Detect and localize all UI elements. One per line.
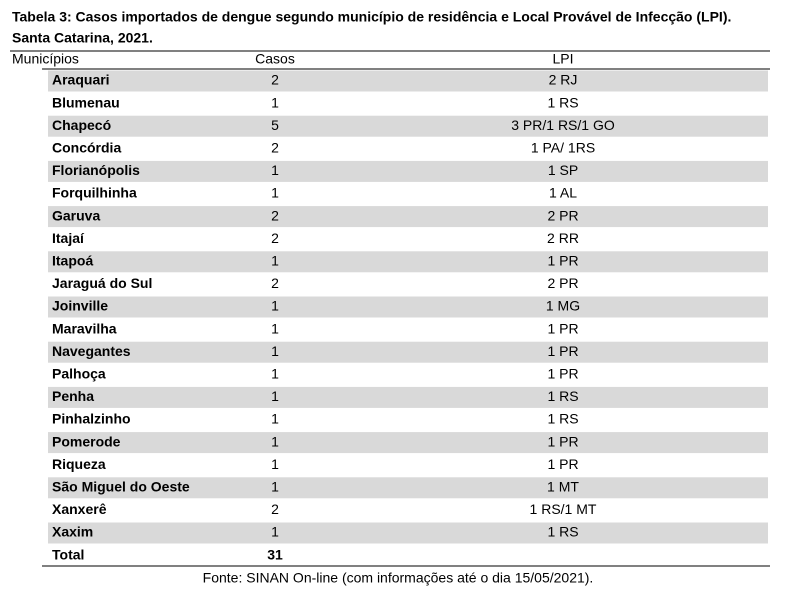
lpi: 1 RS [547,94,578,110]
lpi: 1 AL [549,185,577,201]
lpi: 3 PR/1 RS/1 GO [511,117,615,133]
table-body: Araquari 2 2 RJ Blumenau 1 1 RS Chapecó 5 3 PR/1… [48,70,768,562]
row-shade [48,115,768,137]
casos: 2 [271,72,279,88]
lpi: 1 PR [547,456,578,472]
municipio: Xaxim [52,524,93,540]
municipio: Navegantes [52,343,131,359]
lpi: 1 PA/ 1RS [531,140,595,156]
casos: 2 [271,140,279,156]
lpi: 1 SP [548,162,578,178]
lpi: 1 PR [547,366,578,382]
lpi: 1 PR [547,343,578,359]
lpi: 1 MT [547,479,579,495]
row-shade [48,522,768,544]
casos: 1 [271,366,279,382]
row-shade [48,386,768,408]
casos: 1 [271,162,279,178]
municipio: Penha [52,388,94,404]
casos: 1 [271,253,279,269]
lpi: 1 RS [547,524,578,540]
municipio: Pomerode [52,433,121,449]
column-header: Municípios [12,51,79,67]
municipio: Joinville [52,298,108,314]
casos: 1 [271,411,279,427]
municipio: Riqueza [52,456,106,472]
casos: 5 [271,117,279,133]
casos: 1 [271,343,279,359]
municipio: Itajaí [52,230,85,246]
casos: 1 [271,388,279,404]
municipio: São Miguel do Oeste [52,479,190,495]
casos: 1 [271,456,279,472]
total-label: Total [52,546,84,562]
lpi: 1 PR [547,320,578,336]
municipio: Xanxerê [52,501,107,517]
column-header: LPI [552,51,573,67]
municipio: Maravilha [52,320,117,336]
row-shade [48,70,768,92]
row-shade [48,341,768,363]
casos: 1 [271,479,279,495]
municipio: Florianópolis [52,162,140,178]
row-shade [48,160,768,182]
row-shade [48,296,768,318]
casos: 2 [271,275,279,291]
row-shade [48,206,768,228]
lpi: 2 RJ [549,72,578,88]
casos: 1 [271,185,279,201]
casos: 2 [271,501,279,517]
lpi: 2 PR [547,275,578,291]
lpi: 1 PR [547,253,578,269]
lpi: 2 RR [547,230,579,246]
casos: 1 [271,433,279,449]
title: Santa Catarina, 2021. [12,30,153,46]
municipio: Garuva [52,207,100,223]
row-shade [48,251,768,273]
municipio: Chapecó [52,117,111,133]
municipio: Blumenau [52,94,120,110]
municipio: Jaraguá do Sul [52,275,152,291]
lpi: 1 PR [547,433,578,449]
lpi: 2 PR [547,207,578,223]
source: Fonte: SINAN On-line (com informações at… [203,570,594,586]
casos: 2 [271,230,279,246]
municipio: Palhoça [52,366,106,382]
total-value: 31 [267,546,283,562]
casos: 1 [271,320,279,336]
column-header: Casos [255,51,295,67]
casos: 2 [271,207,279,223]
municipio: Araquari [52,72,110,88]
lpi: 1 MG [546,298,580,314]
municipio: Pinhalzinho [52,411,131,427]
row-shade [48,432,768,454]
row-shade [48,477,768,499]
casos: 1 [271,524,279,540]
lpi: 1 RS/1 MT [530,501,597,517]
lpi: 1 RS [547,411,578,427]
municipio: Itapoá [52,253,93,269]
casos: 1 [271,298,279,314]
lpi: 1 RS [547,388,578,404]
municipio: Forquilhinha [52,185,137,201]
title: Tabela 3: Casos importados de dengue seg… [12,9,731,25]
municipio: Concórdia [52,140,121,156]
casos: 1 [271,94,279,110]
